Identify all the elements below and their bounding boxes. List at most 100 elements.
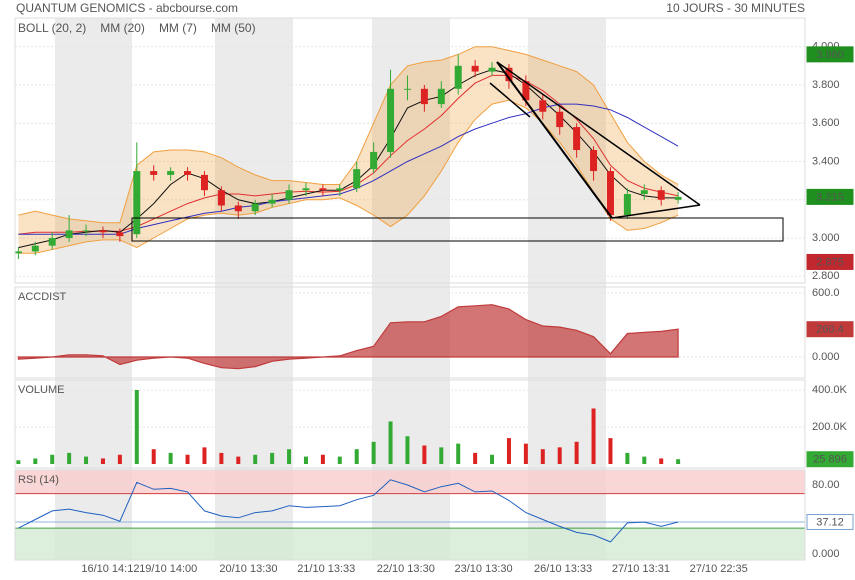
volume-bar (523, 443, 528, 465)
volume-bar (591, 408, 596, 465)
boll-lower (18, 99, 679, 254)
x-tick-label: 21/10 13:33 (297, 563, 355, 575)
candle-body (657, 190, 665, 200)
volume-bar (33, 458, 38, 465)
x-tick-label: 23/10 13:30 (455, 563, 513, 575)
y-tick-label: 2.800 (812, 270, 840, 282)
volume-bar (84, 456, 89, 465)
legend-item: MM (20) (100, 21, 145, 35)
candle-body (556, 111, 564, 128)
candle-body (573, 127, 581, 151)
volume-bar (303, 456, 308, 465)
volume-bar (202, 447, 207, 465)
candle-body (302, 188, 310, 191)
area (17, 304, 679, 370)
drawn-line (496, 61, 701, 206)
legend-item: MM (7) (159, 21, 197, 35)
value-box (806, 513, 854, 530)
volume-bar (439, 447, 444, 465)
volume-bar (219, 452, 224, 465)
candle-body (234, 205, 242, 212)
volume-bar (100, 458, 105, 465)
candle-body (590, 150, 598, 172)
value-box-label: 37.12 (816, 516, 844, 528)
volume-bar (642, 456, 647, 465)
x-tick-label: 16/10 14:12 (81, 563, 139, 575)
candle-body (674, 196, 682, 200)
candle-body (522, 81, 530, 101)
volume-bar (236, 456, 241, 465)
volume-bar (405, 436, 410, 465)
volume-bar (354, 449, 359, 465)
volume-bar (625, 452, 630, 465)
candle-body (82, 230, 90, 232)
drawn-rectangle (131, 217, 784, 242)
volume-bar (320, 454, 325, 465)
volume-bar (117, 454, 122, 465)
candle-body (623, 194, 631, 216)
value-box (806, 46, 854, 63)
drawn-line (489, 82, 531, 118)
chart-title: QUANTUM GENOMICS - abcbourse.com (16, 1, 238, 15)
frames (14, 17, 806, 561)
volume-bar (422, 445, 427, 465)
candle-body (606, 171, 614, 216)
candle-body (454, 65, 462, 89)
candle-body (336, 188, 344, 191)
y-tick-label: 0.000 (812, 548, 840, 560)
value-box-label: 3.960 (816, 49, 844, 61)
value-box (806, 253, 854, 270)
candle-body (285, 190, 293, 200)
candle-body (387, 88, 395, 152)
volume-bar (574, 441, 579, 465)
candle-body (488, 67, 496, 72)
x-tick-label: 19/10 14:00 (139, 563, 197, 575)
volume-bar (16, 460, 21, 465)
candle-body (471, 65, 479, 72)
oversold-zone (15, 528, 805, 560)
y-tick-label: 3.400 (812, 155, 840, 167)
candle-body (319, 188, 327, 191)
value-box (806, 451, 854, 468)
candle-body (251, 203, 259, 212)
panel-frame (14, 17, 806, 284)
candle-body (167, 171, 175, 175)
x-tick-label: 20/10 13:30 (219, 563, 277, 575)
value-box-label: 3.215 (816, 191, 844, 203)
value-box (806, 188, 854, 205)
volume-bar (473, 452, 478, 465)
panel-title: ACCDIST (18, 291, 67, 303)
boll-upper (18, 46, 679, 224)
candle-body (65, 230, 73, 239)
candle-body (184, 171, 192, 175)
volume-bar (506, 438, 511, 465)
x-tick-label: 27/10 13:31 (612, 563, 670, 575)
rsi-line (18, 479, 679, 543)
volume-bar (287, 449, 292, 465)
volume-bar (151, 449, 156, 465)
volume-bar (185, 454, 190, 465)
x-tick-label: 22/10 13:30 (377, 563, 435, 575)
volume-bar (557, 447, 562, 465)
y-tick-label: 3.600 (812, 117, 840, 129)
candle-body (403, 88, 411, 90)
volume-bar (659, 458, 664, 465)
candle-body (14, 251, 22, 254)
volume-bar (50, 454, 55, 465)
moving-average (18, 69, 679, 249)
value-box (806, 321, 854, 338)
y-tick-label: 3.800 (812, 79, 840, 91)
panel-frame (14, 379, 806, 469)
volume-bar (67, 452, 72, 465)
drawings (131, 61, 784, 242)
y-tick-label: 400.0K (812, 384, 848, 396)
candle-body (99, 230, 107, 233)
panel-frame (14, 469, 806, 561)
y-tick-label: 0.000 (812, 351, 840, 363)
y-tick-label: 3.000 (812, 232, 840, 244)
candle-body (420, 88, 428, 105)
volume-bar (134, 389, 139, 465)
volume-bar (253, 454, 258, 465)
candle-body (640, 190, 648, 195)
